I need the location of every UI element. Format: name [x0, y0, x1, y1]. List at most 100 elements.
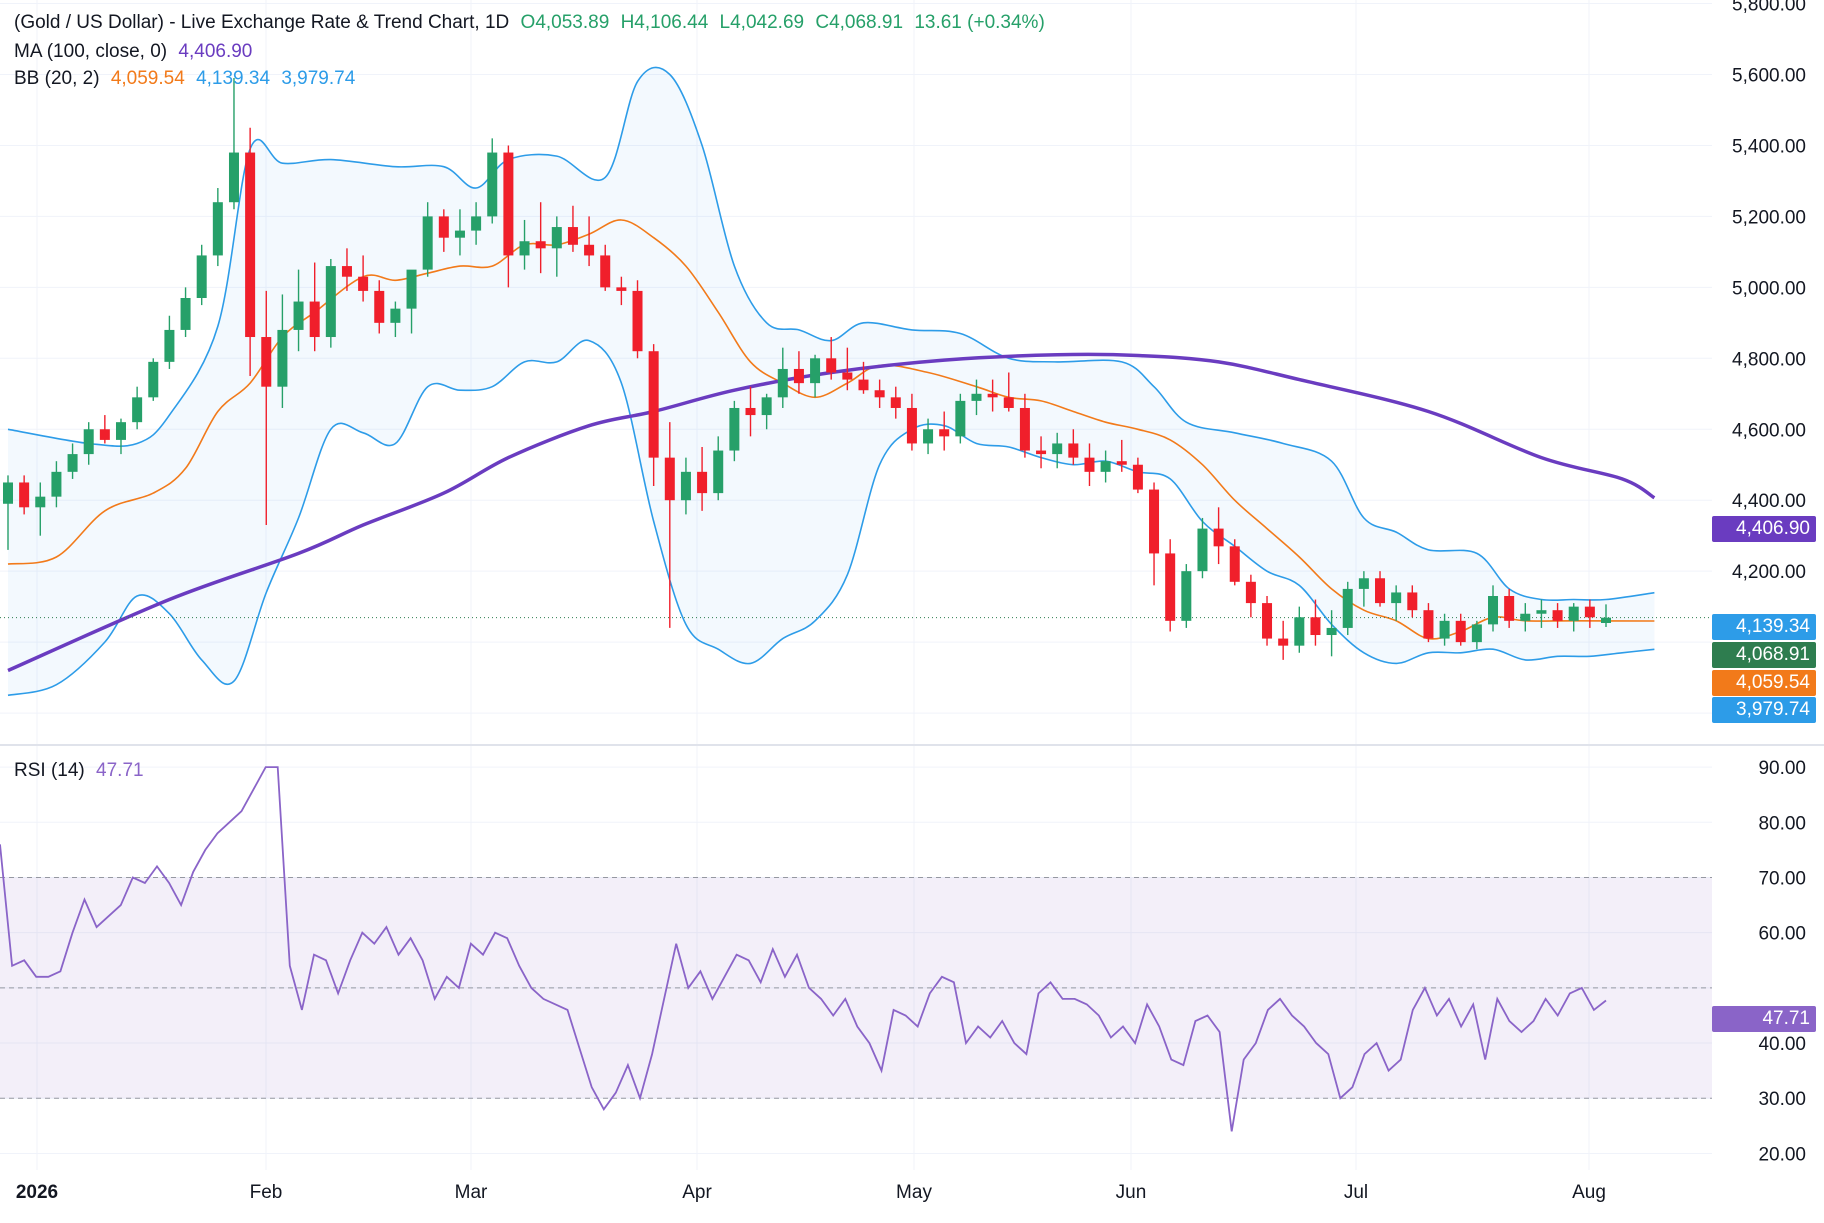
candle: [584, 216, 595, 267]
price-axis-label: 4,200.00: [1732, 562, 1806, 583]
bb-basis-price-tag: 4,059.54: [1712, 670, 1816, 696]
candle-body: [19, 482, 30, 508]
candle-body: [1100, 461, 1111, 472]
candle-body: [99, 429, 110, 440]
candle: [309, 262, 320, 352]
candle: [923, 418, 934, 455]
candle-body: [874, 390, 885, 398]
candle: [51, 461, 62, 508]
ohlc-low: L4,042.69: [719, 12, 805, 33]
candle: [729, 400, 740, 462]
candle-body: [212, 202, 223, 256]
candle: [438, 209, 449, 252]
candle-body: [1568, 606, 1579, 621]
candle-body: [729, 407, 740, 451]
candle-body: [228, 152, 239, 203]
candle-body: [971, 393, 982, 401]
candle: [35, 482, 46, 536]
symbol-title: (Gold / US Dollar) - Live Exchange Rate …: [14, 12, 510, 33]
candle: [1213, 507, 1224, 565]
candle-body: [67, 454, 78, 472]
ma-value: 4,406.90: [178, 41, 253, 62]
candle: [1052, 432, 1063, 469]
candle-body: [341, 266, 352, 277]
candle: [1455, 613, 1466, 646]
candle: [971, 379, 982, 416]
candle: [1019, 393, 1030, 458]
candle-body: [83, 429, 94, 455]
candle: [164, 315, 175, 369]
candle: [600, 244, 611, 291]
candle: [1068, 429, 1079, 465]
bb-upper-value: 4,139.34: [196, 68, 271, 89]
candle-body: [1052, 443, 1063, 455]
rsi-panel: [0, 766, 1712, 1132]
candle: [777, 347, 788, 408]
rsi-legend[interactable]: RSI (14) 47.71: [14, 758, 150, 784]
candle-body: [1552, 610, 1563, 621]
time-axis-label: Jun: [1116, 1182, 1147, 1203]
candle: [1326, 610, 1337, 657]
candle: [341, 248, 352, 291]
candle-body: [1342, 588, 1353, 628]
candle-body: [1003, 397, 1014, 408]
price-axis-label: 5,200.00: [1732, 207, 1806, 228]
price-axis-label: 4,600.00: [1732, 420, 1806, 441]
candle-body: [519, 241, 530, 256]
candle: [19, 475, 30, 515]
candle: [2, 475, 14, 550]
bb-band-area: [8, 67, 1655, 696]
candle-body: [390, 308, 401, 323]
candle: [422, 202, 433, 277]
candle: [1584, 599, 1595, 628]
candle: [1278, 620, 1289, 660]
candle-body: [277, 329, 288, 387]
candle-body: [664, 457, 675, 501]
price-axis-label: 4,800.00: [1732, 349, 1806, 370]
candle-body: [422, 216, 433, 270]
candle-body: [1229, 546, 1240, 582]
candle-body: [923, 429, 934, 444]
candle-body: [454, 230, 465, 238]
candle-body: [309, 301, 320, 338]
candle-body: [777, 368, 788, 398]
candle: [632, 280, 643, 359]
candle-body: [648, 351, 659, 458]
candle-body: [196, 255, 207, 298]
candle: [1084, 443, 1095, 487]
candle: [793, 351, 804, 394]
candle: [1439, 613, 1450, 646]
candle-body: [1294, 617, 1305, 646]
bb-upper-price-tag: 4,139.34: [1712, 614, 1816, 640]
candle: [1036, 436, 1047, 469]
rsi-value-tag: 47.71: [1712, 1006, 1816, 1032]
candle-body: [1132, 464, 1143, 490]
candle: [1471, 620, 1482, 650]
candle-body: [1197, 528, 1208, 572]
candle-body: [1084, 457, 1095, 472]
candle: [67, 443, 78, 479]
candle-body: [616, 287, 627, 291]
candle: [1294, 606, 1305, 653]
rsi-axis-label: 40.00: [1758, 1034, 1806, 1055]
candle: [406, 269, 417, 334]
candle: [664, 422, 675, 628]
candle: [83, 422, 94, 465]
bb-legend[interactable]: BB (20, 2) 4,059.54 4,139.34 3,979.74: [14, 66, 361, 92]
candle: [1197, 517, 1208, 579]
candle-body: [51, 471, 62, 497]
ma-legend[interactable]: MA (100, close, 0) 4,406.90: [14, 39, 258, 65]
candle-body: [680, 471, 691, 501]
candle: [1116, 439, 1127, 472]
candle-body: [745, 407, 756, 416]
candle-body: [471, 216, 482, 231]
candle: [1568, 603, 1579, 632]
candle: [1003, 372, 1014, 412]
candle: [115, 418, 126, 455]
bb-lower-value: 3,979.74: [281, 68, 356, 89]
price-axis-label: 5,600.00: [1732, 66, 1806, 87]
bb-lower-line: [7, 339, 1655, 697]
candle: [1488, 585, 1499, 632]
candle: [196, 244, 207, 306]
